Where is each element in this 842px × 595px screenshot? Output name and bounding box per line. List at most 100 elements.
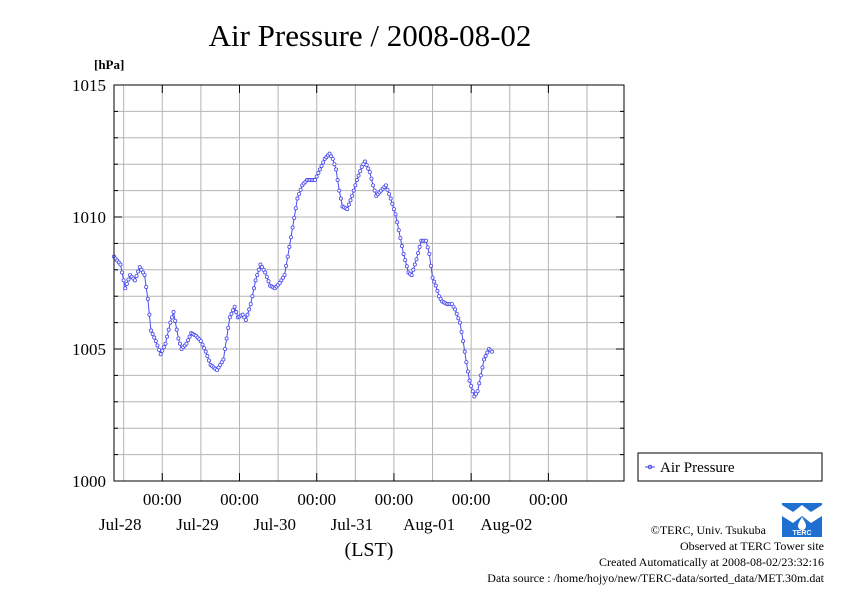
data-point bbox=[478, 373, 483, 378]
x-axis-label: (LST) bbox=[345, 539, 394, 561]
data-point bbox=[482, 357, 487, 362]
data-point bbox=[401, 251, 406, 256]
data-point bbox=[284, 263, 289, 268]
data-point bbox=[203, 349, 208, 354]
data-point bbox=[477, 381, 482, 386]
y-tick-label: 1000 bbox=[72, 472, 106, 491]
data-point bbox=[234, 310, 239, 315]
data-point bbox=[226, 325, 231, 330]
data-point bbox=[124, 281, 129, 286]
data-point bbox=[120, 270, 125, 275]
data-point bbox=[430, 275, 435, 280]
x-tick-date: Jul-29 bbox=[176, 515, 219, 534]
data-point bbox=[398, 236, 403, 241]
data-point bbox=[480, 365, 485, 370]
legend-marker bbox=[647, 464, 653, 470]
data-point bbox=[158, 352, 163, 357]
data-point bbox=[409, 273, 414, 278]
data-point bbox=[388, 196, 393, 201]
plot-frame bbox=[113, 84, 625, 482]
y-ticks: 1000 1005 1010 1015 bbox=[72, 76, 624, 491]
data-point bbox=[166, 327, 171, 332]
data-point bbox=[247, 307, 252, 312]
data-point bbox=[459, 329, 464, 334]
data-point bbox=[293, 206, 298, 211]
data-point bbox=[251, 286, 256, 291]
data-point bbox=[165, 334, 170, 339]
data-point bbox=[287, 244, 292, 249]
data-point bbox=[160, 348, 165, 353]
source-text: Data source : /home/hojyo/new/TERC-data/… bbox=[487, 571, 824, 585]
data-point bbox=[285, 254, 290, 259]
data-point bbox=[243, 317, 248, 322]
data-point bbox=[144, 284, 149, 289]
data-point bbox=[461, 339, 466, 344]
data-point bbox=[174, 327, 179, 332]
x-tick-date: Jul-28 bbox=[99, 515, 142, 534]
x-ticks: 00:00Jul-2800:00Jul-2900:00Jul-3000:00Ju… bbox=[99, 85, 568, 534]
data-point bbox=[390, 201, 395, 206]
data-point bbox=[403, 258, 408, 263]
data-point bbox=[346, 202, 351, 207]
data-point bbox=[369, 176, 374, 181]
data-point bbox=[435, 288, 440, 293]
data-point bbox=[433, 283, 438, 288]
x-tick-date: Aug-01 bbox=[403, 515, 455, 534]
data-point bbox=[316, 170, 321, 175]
data-points bbox=[112, 151, 495, 399]
x-tick-label: 00:00 bbox=[220, 490, 259, 509]
data-point bbox=[248, 302, 253, 307]
data-point bbox=[298, 187, 303, 192]
data-point bbox=[288, 235, 293, 240]
data-point bbox=[187, 334, 192, 339]
data-point bbox=[282, 273, 287, 278]
data-point bbox=[153, 339, 158, 344]
data-point bbox=[229, 311, 234, 316]
data-point bbox=[295, 196, 300, 201]
data-point bbox=[372, 188, 377, 193]
data-point bbox=[290, 225, 295, 230]
data-point bbox=[348, 198, 353, 203]
data-point bbox=[424, 238, 429, 243]
data-point bbox=[391, 207, 396, 212]
data-point bbox=[126, 277, 131, 282]
data-point bbox=[157, 347, 162, 352]
chart-title: Air Pressure / 2008-08-02 bbox=[209, 18, 532, 53]
legend: Air Pressure bbox=[637, 452, 823, 482]
data-point bbox=[176, 336, 181, 341]
data-point bbox=[163, 341, 168, 346]
data-point bbox=[227, 315, 232, 320]
data-point bbox=[396, 228, 401, 233]
data-point bbox=[202, 346, 207, 351]
data-point bbox=[173, 318, 178, 323]
data-point bbox=[145, 296, 150, 301]
data-point bbox=[147, 312, 152, 317]
data-point bbox=[417, 244, 422, 249]
y-axis-label: [hPa] bbox=[94, 57, 124, 72]
data-point bbox=[134, 273, 139, 278]
data-point bbox=[232, 304, 237, 309]
data-point bbox=[470, 389, 475, 394]
data-point bbox=[142, 273, 147, 278]
data-point bbox=[206, 358, 211, 363]
data-point bbox=[453, 307, 458, 312]
terc-logo: TERC bbox=[782, 503, 822, 542]
data-point bbox=[464, 360, 469, 365]
x-tick-label: 00:00 bbox=[529, 490, 568, 509]
data-point bbox=[253, 278, 258, 283]
data-point bbox=[366, 166, 371, 171]
data-point bbox=[121, 278, 126, 283]
data-point bbox=[313, 178, 318, 183]
data-point bbox=[161, 345, 166, 350]
data-point bbox=[432, 279, 437, 284]
data-point bbox=[475, 389, 480, 394]
data-point bbox=[184, 341, 189, 346]
grid bbox=[114, 85, 624, 481]
data-point bbox=[395, 220, 400, 225]
terc-logo-icon: TERC bbox=[782, 503, 822, 537]
data-point bbox=[123, 286, 128, 291]
data-point bbox=[250, 294, 255, 299]
data-point bbox=[231, 308, 236, 313]
data-point bbox=[416, 251, 421, 256]
data-point bbox=[345, 207, 350, 212]
